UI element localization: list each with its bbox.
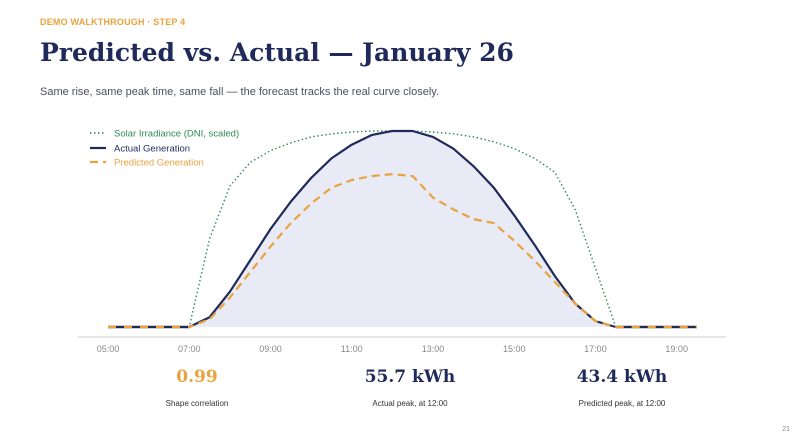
- stat-value: 43.4 kWh: [576, 367, 668, 387]
- x-tick-label: 13:00: [422, 344, 445, 354]
- x-tick-label: 09:00: [259, 344, 282, 354]
- x-tick-label: 19:00: [665, 344, 688, 354]
- series-line-0: [108, 130, 697, 328]
- x-tick-label: 15:00: [503, 344, 526, 354]
- stat-shape-correlation: 0.99 Shape correlation: [117, 367, 277, 408]
- x-tick-label: 05:00: [97, 344, 120, 354]
- stat-label: Shape correlation: [165, 399, 229, 408]
- legend-label: Solar Irradiance (DNI, scaled): [114, 129, 239, 140]
- stat-value: 0.99: [176, 367, 218, 387]
- x-tick-label: 07:00: [178, 344, 201, 354]
- x-tick-label: 11:00: [341, 344, 363, 354]
- page-number: 21: [782, 426, 790, 433]
- step-label: DEMO WALKTHROUGH · STEP 4: [40, 17, 186, 27]
- x-tick-label: 17:00: [584, 344, 607, 354]
- page-subtitle: Same rise, same peak time, same fall — t…: [40, 86, 440, 98]
- page-title: Predicted vs. Actual — January 26: [40, 38, 514, 67]
- legend-label: Actual Generation: [114, 144, 190, 155]
- stat-label: Predicted peak, at 12:00: [578, 399, 666, 408]
- series-line-2: [108, 173, 697, 329]
- stat-value: 55.7 kWh: [364, 367, 456, 387]
- legend-label: Predicted Generation: [114, 158, 204, 169]
- stat-actual-peak: 55.7 kWh Actual peak, at 12:00: [330, 367, 490, 408]
- series-line-1: [108, 129, 697, 329]
- stat-predicted-peak: 43.4 kWh Predicted peak, at 12:00: [542, 367, 702, 408]
- stat-label: Actual peak, at 12:00: [372, 399, 448, 408]
